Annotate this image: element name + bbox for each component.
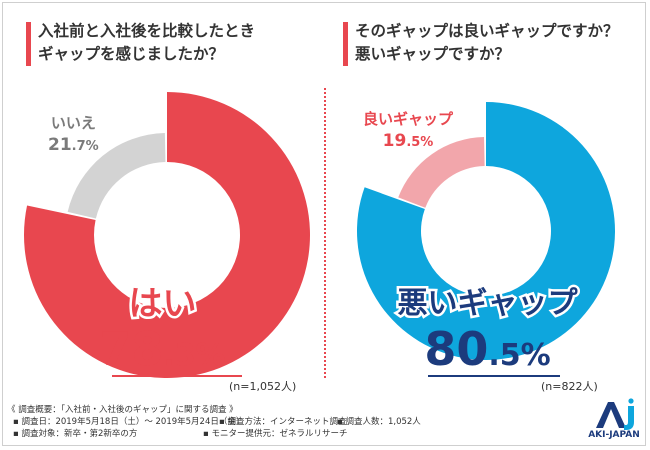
slice-yes	[23, 92, 310, 378]
value-underline	[428, 375, 560, 377]
slice-value-good-gap: 19.5%	[382, 131, 434, 151]
slice-value-yes: 78.3%	[99, 322, 226, 376]
slice-value-no: 21.7%	[48, 135, 99, 155]
survey-notes: 《 調査概要：「入社前・入社後のギャップ」に関する調査 》 ▪ 調査日：2019…	[7, 404, 567, 440]
slice-label-good-gap: 良いギャップ 19.5%	[363, 108, 453, 154]
chart-title-line-1: 入社前と入社後を比較したとき	[38, 22, 256, 40]
sample-size-label: (n=1,052人)	[229, 380, 297, 393]
chart-title: 入社前と入社後を比較したとき ギャップを感じましたか？	[38, 20, 255, 66]
slice-value-bad-gap: 80.5%	[424, 322, 551, 376]
slice-label-no: いいえ 21.7%	[48, 112, 99, 158]
donut-chart	[356, 102, 615, 361]
survey-period: ▪ 調査日：2019年5月18日（土）～ 2019年5月24日（金）	[13, 417, 245, 427]
sample-size-label: (n=822人)	[541, 380, 598, 393]
question-accent-bar	[343, 22, 348, 66]
survey-count: ▪ 調査人数：1,052人	[337, 417, 421, 427]
notes-row-2: ▪ 調査対象：新卒・第2新卒の方 ▪ モニター提供元：ゼネラルリサーチ	[7, 428, 567, 440]
chart-panel-right: そのギャップは良いギャップですか？ 悪いギャップですか？ 良いギャップ 19.5…	[325, 0, 650, 400]
slice-no	[67, 133, 166, 219]
slice-name-yes: はい	[126, 282, 199, 327]
slice-name-bad-gap: 悪いギャップ	[395, 284, 580, 324]
logo-text: AKI-JAPAN	[588, 430, 640, 440]
page-frame	[2, 2, 646, 446]
survey-provider: ▪ モニター提供元：ゼネラルリサーチ	[203, 429, 348, 439]
slice-bad-gap	[356, 102, 615, 361]
slice-good-gap	[398, 137, 485, 208]
panel-divider	[324, 88, 326, 378]
chart-panel-left: 入社前と入社後を比較したとき ギャップを感じましたか？ いいえ 21.7% はい…	[0, 0, 325, 400]
notes-heading-row: 《 調査概要：「入社前・入社後のギャップ」に関する調査 》	[7, 404, 567, 416]
slice-name-good-gap: 良いギャップ	[363, 110, 454, 128]
chart-title: そのギャップは良いギャップですか？ 悪いギャップですか？	[355, 20, 619, 66]
chart-title-line-2: 悪いギャップですか？	[355, 45, 511, 63]
value-underline	[112, 375, 242, 377]
survey-target: ▪ 調査対象：新卒・第2新卒の方	[13, 429, 138, 439]
survey-method: ▪ 調査方法：インターネット調査	[219, 417, 347, 427]
notes-heading: 《 調査概要：「入社前・入社後のギャップ」に関する調査 》	[7, 405, 238, 415]
chart-title-line-2: ギャップを感じましたか？	[38, 45, 225, 63]
slice-name-no: いいえ	[50, 114, 96, 132]
donut-chart	[23, 92, 310, 378]
question-accent-bar	[26, 22, 31, 66]
aki-japan-logo-icon	[596, 398, 634, 430]
chart-title-line-1: そのギャップは良いギャップですか？	[355, 22, 619, 40]
notes-row-1: ▪ 調査日：2019年5月18日（土）～ 2019年5月24日（金） ▪ 調査方…	[7, 416, 567, 428]
